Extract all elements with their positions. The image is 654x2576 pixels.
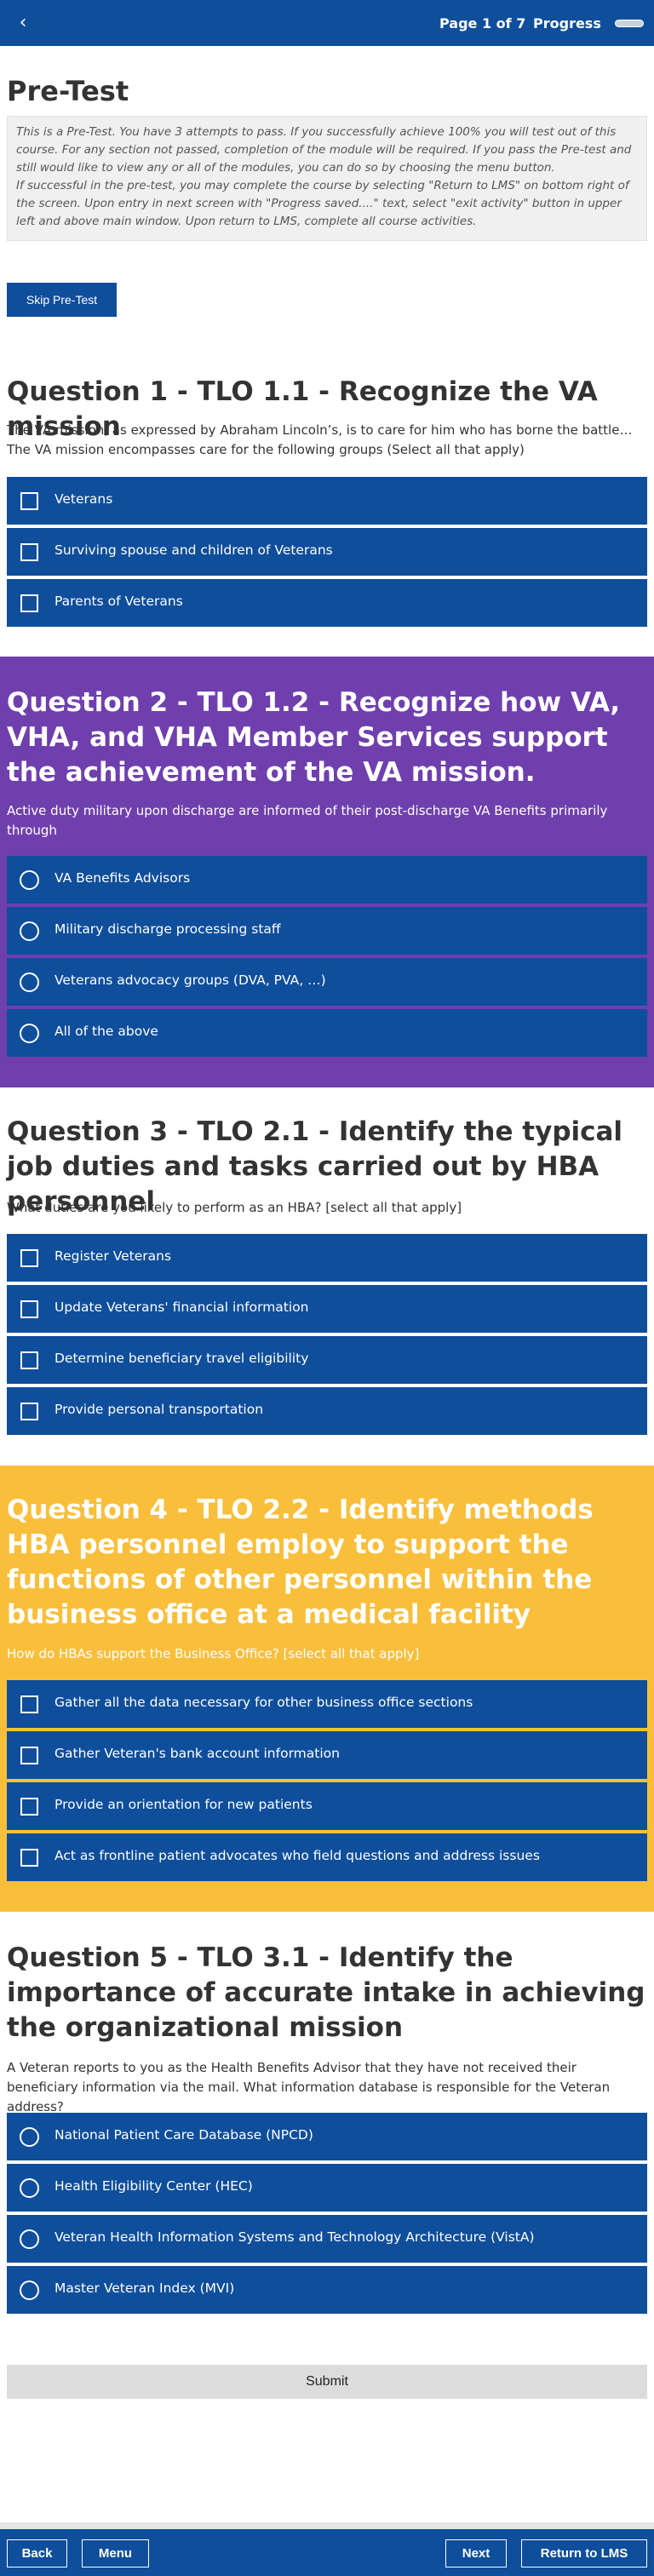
checkbox-icon[interactable] (20, 1798, 38, 1816)
instructions-box: This is a Pre-Test. You have 3 attempts … (7, 116, 647, 241)
checkbox-icon[interactable] (20, 1249, 38, 1267)
option-label: National Patient Care Database (NPCD) (54, 2127, 313, 2143)
question-2-option-2[interactable]: Military discharge processing staff (7, 907, 647, 955)
option-label: Act as frontline patient advocates who f… (54, 1848, 540, 1863)
checkbox-icon[interactable] (20, 1747, 38, 1764)
checkbox-icon[interactable] (20, 1300, 38, 1318)
instructions-paragraph-2: If successful in the pre-test, you may c… (16, 179, 629, 228)
radio-icon[interactable] (20, 972, 39, 992)
question-4-prompt: How do HBAs support the Business Office?… (7, 1646, 420, 1661)
top-navigation-bar: ‹ Page 1 of 7 Progress (0, 0, 654, 46)
question-2-prompt: Active duty military upon discharge are … (7, 803, 608, 838)
question-3-section: Question 3 - TLO 2.1 - Identify the typi… (0, 1087, 654, 1466)
question-4-option-2[interactable]: Gather Veteran's bank account informatio… (7, 1731, 647, 1779)
option-label: Gather Veteran's bank account informatio… (54, 1746, 340, 1761)
question-5-title: Question 5 - TLO 3.1 - Identify the impo… (7, 1942, 645, 2043)
question-4-option-4[interactable]: Act as frontline patient advocates who f… (7, 1833, 647, 1881)
checkbox-icon[interactable] (20, 1403, 38, 1420)
instructions-paragraph-1: This is a Pre-Test. You have 3 attempts … (16, 125, 632, 175)
radio-icon[interactable] (20, 2229, 39, 2249)
question-3-option-1[interactable]: Register Veterans (7, 1234, 647, 1282)
option-label: Provide personal transportation (54, 1402, 264, 1417)
question-1-option-3[interactable]: Parents of Veterans (7, 579, 647, 627)
question-2-section: Question 2 - TLO 1.2 - Recognize how VA,… (0, 657, 654, 1087)
footer-divider (0, 2522, 654, 2529)
question-3-prompt: What duties are you likely to perform as… (7, 1200, 462, 1215)
question-4-title: Question 4 - TLO 2.2 - Identify methods … (7, 1495, 594, 1630)
submit-button[interactable]: Submit (7, 2365, 647, 2399)
question-4-section: Question 4 - TLO 2.2 - Identify methods … (0, 1466, 654, 1912)
question-1-option-2[interactable]: Surviving spouse and children of Veteran… (7, 528, 647, 576)
chevron-left-icon[interactable]: ‹ (19, 12, 27, 33)
checkbox-icon[interactable] (20, 594, 38, 612)
back-button[interactable]: Back (7, 2539, 67, 2567)
question-1-section: Question 1 - TLO 1.1 - Recognize the VA … (0, 366, 654, 647)
option-label: Determine beneficiary travel eligibility (54, 1351, 309, 1366)
question-3-option-2[interactable]: Update Veterans' financial information (7, 1285, 647, 1333)
skip-pretest-button[interactable]: Skip Pre-Test (7, 283, 117, 317)
checkbox-icon[interactable] (20, 1351, 38, 1369)
option-label: All of the above (54, 1024, 158, 1039)
option-label: Surviving spouse and children of Veteran… (54, 542, 333, 558)
question-2-option-4[interactable]: All of the above (7, 1009, 647, 1057)
question-1-option-1[interactable]: Veterans (7, 477, 647, 525)
radio-icon[interactable] (20, 2281, 39, 2300)
bottom-navigation-bar: Back Menu Next Return to LMS (0, 2529, 654, 2576)
option-label: Register Veterans (54, 1248, 172, 1264)
question-3-option-3[interactable]: Determine beneficiary travel eligibility (7, 1336, 647, 1384)
option-label: Military discharge processing staff (54, 921, 281, 937)
radio-icon[interactable] (20, 1024, 39, 1043)
progress-bar[interactable] (615, 20, 644, 27)
option-label: Parents of Veterans (54, 594, 183, 609)
return-to-lms-button[interactable]: Return to LMS (521, 2539, 647, 2567)
question-1-prompt: The VA mission, as expressed by Abraham … (7, 422, 633, 457)
question-5-option-1[interactable]: National Patient Care Database (NPCD) (7, 2113, 647, 2160)
question-5-option-4[interactable]: Master Veteran Index (MVI) (7, 2266, 647, 2314)
checkbox-icon[interactable] (20, 1849, 38, 1867)
question-2-title: Question 2 - TLO 1.2 - Recognize how VA,… (7, 687, 621, 788)
question-3-title: Question 3 - TLO 2.1 - Identify the typi… (7, 1116, 623, 1217)
question-5-prompt: A Veteran reports to you as the Health B… (7, 2060, 611, 2114)
radio-icon[interactable] (20, 2178, 39, 2198)
question-5-section: Question 5 - TLO 3.1 - Identify the impo… (0, 1912, 654, 2329)
checkbox-icon[interactable] (20, 543, 38, 561)
radio-icon[interactable] (20, 921, 39, 941)
page-indicator: Page 1 of 7 (439, 15, 526, 32)
page-title: Pre-Test (7, 75, 129, 107)
checkbox-icon[interactable] (20, 1695, 38, 1713)
menu-button[interactable]: Menu (82, 2539, 149, 2567)
question-4-option-1[interactable]: Gather all the data necessary for other … (7, 1680, 647, 1728)
option-label: Veteran Health Information Systems and T… (54, 2229, 535, 2245)
question-2-option-3[interactable]: Veterans advocacy groups (DVA, PVA, …) (7, 958, 647, 1006)
question-2-option-1[interactable]: VA Benefits Advisors (7, 856, 647, 904)
option-label: Gather all the data necessary for other … (54, 1695, 473, 1710)
option-label: Master Veteran Index (MVI) (54, 2281, 235, 2296)
radio-icon[interactable] (20, 2127, 39, 2147)
option-label: Veterans advocacy groups (DVA, PVA, …) (54, 972, 326, 988)
next-button[interactable]: Next (445, 2539, 507, 2567)
radio-icon[interactable] (20, 870, 39, 890)
option-label: Veterans (54, 491, 113, 507)
option-label: Update Veterans' financial information (54, 1299, 309, 1315)
option-label: Provide an orientation for new patients (54, 1797, 313, 1812)
option-label: VA Benefits Advisors (54, 870, 191, 886)
checkbox-icon[interactable] (20, 492, 38, 510)
option-label: Health Eligibility Center (HEC) (54, 2178, 253, 2194)
question-5-option-2[interactable]: Health Eligibility Center (HEC) (7, 2164, 647, 2212)
question-4-option-3[interactable]: Provide an orientation for new patients (7, 1782, 647, 1830)
progress-label[interactable]: Progress (533, 15, 601, 32)
question-1-title: Question 1 - TLO 1.1 - Recognize the VA … (7, 376, 598, 442)
question-3-option-4[interactable]: Provide personal transportation (7, 1387, 647, 1435)
question-5-option-3[interactable]: Veteran Health Information Systems and T… (7, 2215, 647, 2263)
